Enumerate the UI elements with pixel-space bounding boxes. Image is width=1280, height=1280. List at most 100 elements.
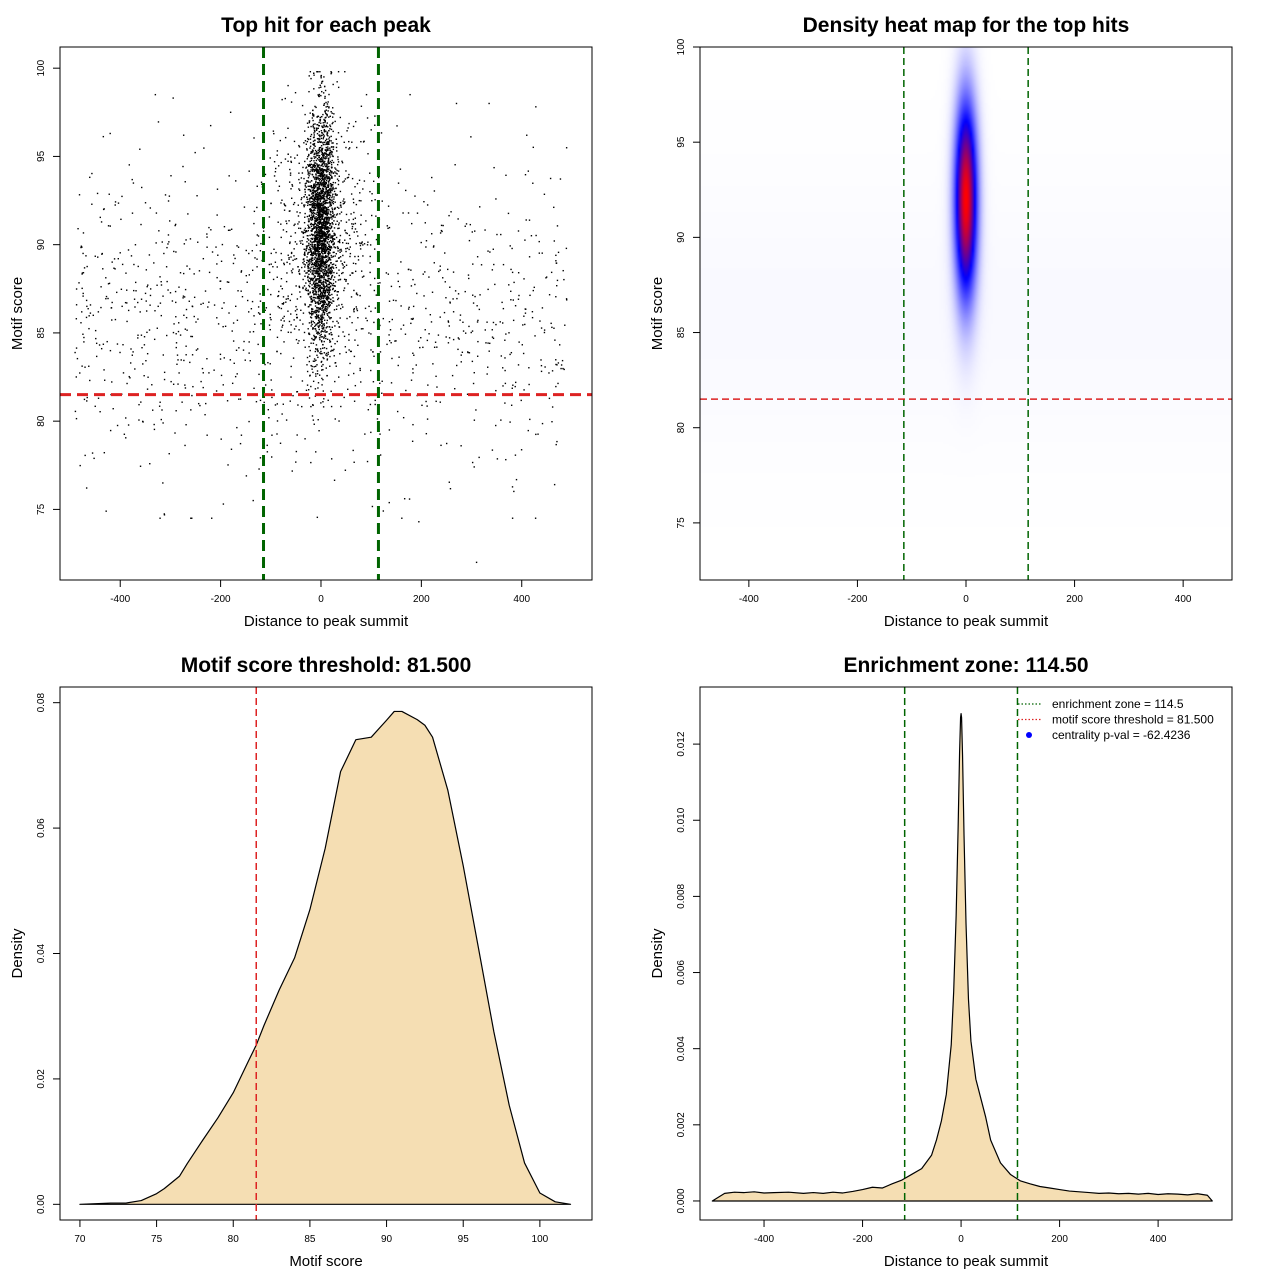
scatter-point [188,300,190,302]
scatter-point [511,271,514,274]
scatter-point [219,288,222,290]
scatter-point [492,321,495,324]
scatter-point [170,175,172,177]
scatter-point [326,242,329,244]
y-axis-label: Density [649,928,666,979]
scatter-point [324,235,326,238]
scatter-point [329,258,331,260]
scatter-point [308,244,310,246]
scatter-point [329,227,331,230]
scatter-point [331,236,333,238]
scatter-point [312,419,315,421]
scatter-point [160,281,162,283]
scatter-point [468,239,471,242]
scatter-point [310,295,313,298]
scatter-point [302,287,304,290]
scatter-point [318,227,321,229]
scatter-point [135,290,137,292]
scatter-point [327,149,329,151]
scatter-point [349,238,351,240]
scatter-point [339,317,341,319]
scatter-point [146,352,149,355]
scatter-point [323,347,326,349]
scatter-point [324,307,326,309]
scatter-point [313,286,316,288]
scatter-point [321,235,323,238]
scatter-point [311,245,313,247]
scatter-point [553,240,556,242]
scatter-point [325,189,327,191]
scatter-point [308,397,311,399]
scatter-point [328,168,330,170]
scatter-point [326,227,328,229]
scatter-point [319,232,321,235]
scatter-point [277,165,280,167]
scatter-point [304,303,306,305]
scatter-point [183,314,185,317]
scatter-point [329,252,331,254]
scatter-point [322,171,325,173]
density-area [711,713,1213,1202]
scatter-point [337,291,340,293]
scatter-point [202,257,205,260]
scatter-point [327,235,330,237]
scatter-point [326,223,328,225]
scatter-point [312,241,314,243]
scatter-point [317,193,319,195]
scatter-point [329,178,331,181]
scatter-point [157,121,160,123]
scatter-point [299,227,302,230]
scatter-point [324,165,327,168]
scatter-point [313,243,315,246]
scatter-point [313,258,316,260]
scatter-point [412,278,414,281]
scatter-point [309,71,312,73]
scatter-point [324,305,327,308]
scatter-point [313,232,316,234]
scatter-point [331,153,333,155]
scatter-point [329,248,332,251]
scatter-point [322,172,324,175]
scatter-point [316,132,319,135]
scatter-point [341,161,344,164]
scatter-point [326,214,328,216]
scatter-point [514,381,517,384]
scatter-point [309,218,311,220]
scatter-point [153,423,155,426]
scatter-point [317,270,319,272]
chart-axes-distance-density: -400 -200 0 200 4000.0000.0020.0040.0060.008… [649,654,1233,1270]
scatter-point [320,336,322,338]
scatter-point [435,375,437,378]
scatter-point [321,274,323,277]
x-tick-label: -400 [110,594,130,605]
scatter-point [535,433,537,436]
scatter-point [114,201,117,203]
scatter-point [359,367,361,370]
scatter-point [309,185,311,187]
scatter-point [312,263,315,266]
scatter-point [316,270,318,272]
scatter-point [328,189,330,191]
scatter-point [317,382,320,384]
scatter-point [324,183,327,186]
scatter-point [308,194,310,196]
scatter-point [289,299,292,302]
scatter-point [276,420,279,422]
scatter-point [329,115,331,118]
scatter-point [228,175,230,177]
scatter-point [317,317,319,319]
scatter-point [126,289,128,291]
scatter-point [342,306,344,308]
scatter-point [324,143,326,146]
scatter-point [318,244,320,246]
scatter-point [312,115,314,117]
scatter-point [189,361,191,364]
scatter-point [310,159,313,162]
scatter-point [327,283,330,286]
scatter-point [314,270,316,272]
scatter-point [265,307,268,309]
scatter-point [455,102,458,105]
scatter-point [280,161,282,164]
scatter-point [324,252,326,254]
scatter-point [173,250,175,253]
